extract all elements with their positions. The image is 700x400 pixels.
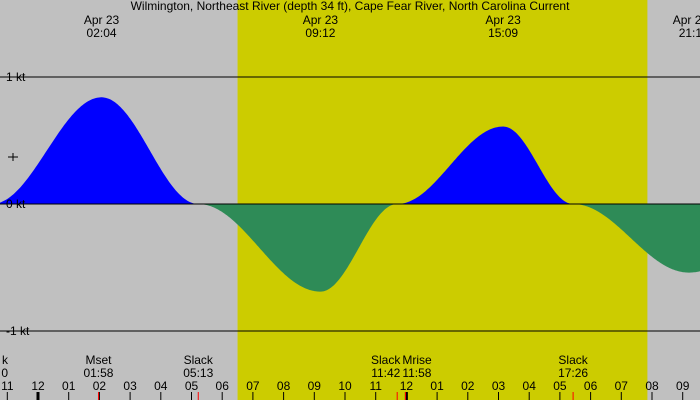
peak-time-label: 02:04 [87, 26, 117, 40]
hour-tick-label: 02 [93, 379, 107, 393]
hour-tick-label: 09 [676, 379, 690, 393]
peak-time-label: 15:09 [488, 26, 518, 40]
hour-tick-label: 01 [430, 379, 444, 393]
hour-tick-label: 06 [216, 379, 230, 393]
event-time-label: 05:13 [183, 366, 213, 380]
peak-date-label: Apr 23 [303, 13, 339, 27]
peak-date-label: Apr 23 [485, 13, 521, 27]
hour-tick-label: 07 [615, 379, 629, 393]
y-tick-label: 1 kt [6, 70, 26, 84]
hour-tick-label: 11 [1, 379, 14, 393]
ebb-area [199, 204, 397, 292]
hour-tick-label: 05 [185, 379, 199, 393]
event-name-label: Mrise [402, 353, 432, 367]
hour-tick-label: 01 [62, 379, 76, 393]
y-tick-label: -1 kt [6, 324, 30, 338]
hour-tick-label: 08 [645, 379, 659, 393]
event-name-label: k [2, 353, 9, 367]
peak-date-label: Apr 23 [673, 13, 700, 27]
event-time-label: 0 [1, 366, 8, 380]
hour-tick-label: 04 [154, 379, 168, 393]
hour-tick-label: 05 [553, 379, 567, 393]
hour-tick-label: 04 [523, 379, 537, 393]
event-time-label: 01:58 [83, 366, 113, 380]
event-name-label: Slack [371, 353, 401, 367]
hour-tick-label: 09 [308, 379, 322, 393]
event-name-label: Slack [184, 353, 214, 367]
peak-time-label: 21:1 [679, 26, 700, 40]
peak-date-label: Apr 23 [84, 13, 120, 27]
hour-tick-label: 03 [492, 379, 506, 393]
hour-tick-label: 08 [277, 379, 291, 393]
flood-area [0, 97, 198, 204]
y-tick-label: 0 kt [6, 197, 26, 211]
hour-tick-label: 11 [369, 379, 382, 393]
peak-time-label: 09:12 [305, 26, 335, 40]
hour-tick-label: 10 [338, 379, 352, 393]
hour-tick-label: 06 [584, 379, 598, 393]
event-time-label: 17:26 [558, 366, 588, 380]
chart-title: Wilmington, Northeast River (depth 34 ft… [131, 0, 571, 13]
event-time-label: 11:58 [402, 366, 431, 380]
event-name-label: Slack [558, 353, 588, 367]
event-time-label: 11:42 [371, 366, 400, 380]
flood-area [398, 126, 573, 204]
hour-tick-label: 03 [123, 379, 137, 393]
event-name-label: Mset [85, 353, 112, 367]
ebb-area [574, 204, 700, 273]
hour-tick-label: 02 [461, 379, 475, 393]
hour-tick-label: 12 [31, 379, 45, 393]
hour-tick-label: 07 [246, 379, 260, 393]
hour-tick-label: 12 [400, 379, 414, 393]
